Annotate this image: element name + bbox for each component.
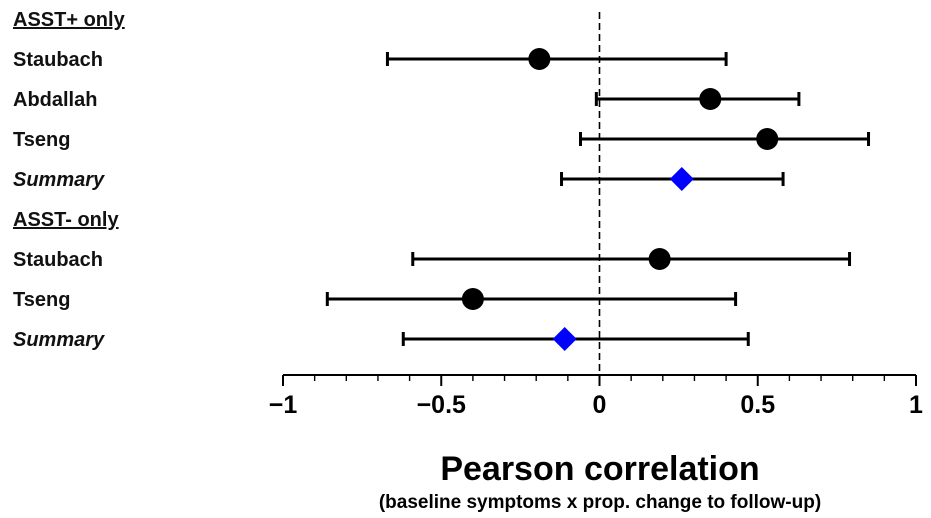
forest-row: ASST- only (13, 209, 119, 231)
study-label: Staubach (13, 249, 103, 271)
study-label: Tseng (13, 289, 70, 311)
summary-label: Summary (13, 169, 105, 191)
x-tick-label: 0.5 (740, 391, 775, 419)
x-axis: −1 −0.5 0 0.5 1 (269, 374, 923, 419)
study-point-estimate (648, 248, 671, 270)
x-tick-label: −1 (269, 391, 298, 419)
forest-row: Tseng (13, 288, 738, 311)
summary-diamond (669, 167, 694, 191)
study-point-estimate (461, 288, 484, 310)
x-tick-label: 1 (909, 391, 923, 419)
x-tick-label: −0.5 (417, 391, 466, 419)
x-axis-subtitle: (baseline symptoms x prop. change to fol… (379, 492, 821, 513)
group-label: ASST+ only (13, 9, 126, 31)
study-label: Tseng (13, 129, 70, 151)
rows-layer: ASST+ only Staubach Abdallah Tseng Summary AS… (13, 9, 871, 351)
study-label: Staubach (13, 49, 103, 71)
forest-row: ASST+ only (13, 9, 126, 31)
study-point-estimate (699, 88, 722, 110)
x-tick-label: 0 (593, 391, 607, 419)
study-point-estimate (528, 48, 551, 70)
study-point-estimate (756, 128, 779, 150)
forest-row: Summary (13, 167, 785, 191)
group-label: ASST- only (13, 209, 119, 231)
forest-row: Abdallah (13, 88, 801, 111)
forest-row: Staubach (13, 248, 852, 271)
forest-row: Summary (13, 327, 750, 351)
x-axis-title: Pearson correlation (440, 450, 759, 488)
study-label: Abdallah (13, 89, 97, 111)
summary-label: Summary (13, 329, 105, 351)
summary-diamond (552, 327, 577, 351)
forest-row: Tseng (13, 128, 871, 151)
forest-row: Staubach (13, 48, 728, 71)
